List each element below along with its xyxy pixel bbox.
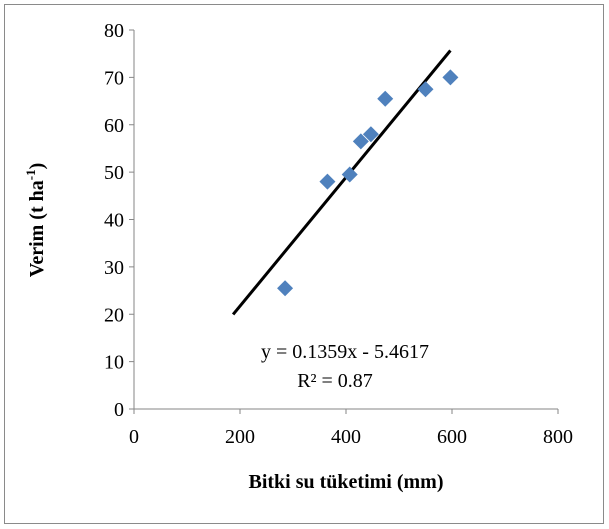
data-point xyxy=(362,126,379,143)
chart-frame xyxy=(4,4,604,524)
y-tick-label: 0 xyxy=(114,399,124,421)
x-tick-label: 200 xyxy=(225,426,255,448)
x-tick-label: 800 xyxy=(543,426,573,448)
y-tick-label: 30 xyxy=(104,257,124,279)
y-tick-label: 10 xyxy=(104,352,124,374)
y-tick-label: 20 xyxy=(104,304,124,326)
y-axis-title-superscript: -1 xyxy=(23,169,38,180)
y-tick-labels: 0 10 20 30 40 50 60 70 80 xyxy=(104,20,124,421)
data-point xyxy=(417,81,434,98)
axes xyxy=(129,29,559,414)
y-tick-label: 80 xyxy=(104,20,124,42)
x-axis-title: Bitki su tüketimi (mm) xyxy=(249,471,444,493)
y-axis-title-end: ) xyxy=(26,163,48,170)
y-axis-title: Verim (t ha-1) xyxy=(23,163,48,278)
x-tick-label: 0 xyxy=(129,426,139,448)
y-axis-title-main: Verim (t ha xyxy=(26,180,48,277)
x-tick-labels: 0 200 400 600 800 xyxy=(129,426,573,448)
r-squared-label: R² = 0.87 xyxy=(297,370,373,392)
data-point xyxy=(341,166,358,183)
y-tick-label: 40 xyxy=(104,210,124,232)
y-tick-label: 60 xyxy=(104,115,124,137)
equation-label: y = 0.1359x - 5.4617 xyxy=(261,341,429,363)
x-tick-label: 600 xyxy=(437,426,467,448)
y-tick-label: 70 xyxy=(104,67,124,89)
y-tick-label: 50 xyxy=(104,162,124,184)
data-point xyxy=(319,173,336,190)
data-point xyxy=(352,133,369,150)
data-point xyxy=(277,280,294,297)
x-tick-label: 400 xyxy=(331,426,361,448)
data-point xyxy=(442,69,459,86)
trendline xyxy=(231,49,452,316)
data-points xyxy=(277,69,459,297)
data-point xyxy=(377,90,394,107)
